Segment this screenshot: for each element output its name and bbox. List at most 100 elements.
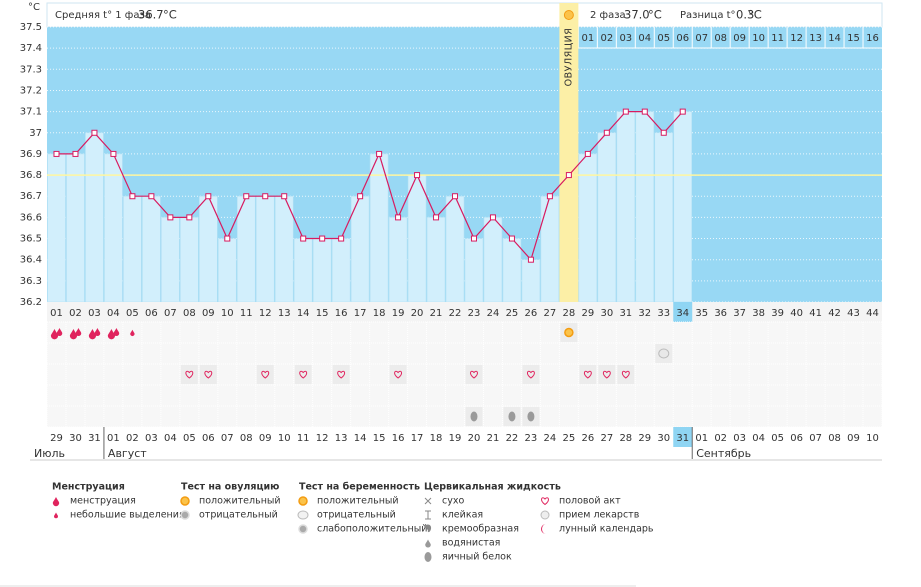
bar	[312, 238, 332, 303]
month-label: Август	[108, 447, 147, 460]
egg-icon	[508, 411, 516, 422]
date-label: 01	[107, 433, 120, 444]
x-tick-label: 43	[847, 308, 860, 319]
x-tick-label: 32	[638, 308, 651, 319]
legend-item: сухо	[442, 496, 464, 507]
egg-icon	[470, 411, 478, 422]
symbol-cell	[617, 365, 635, 384]
point	[186, 214, 193, 221]
heart-icon	[299, 370, 308, 379]
sun-icon	[298, 496, 308, 506]
heart-icon	[337, 370, 346, 379]
date-label: 18	[430, 433, 443, 444]
bar	[274, 195, 294, 303]
drop-icon	[425, 539, 431, 548]
ovulation-icon	[563, 10, 574, 20]
date-label: 16	[392, 433, 405, 444]
legend-item: слабоположительный	[317, 524, 427, 535]
diff: 0.3	[736, 8, 754, 22]
sticky-icon	[425, 510, 431, 520]
y-tick-label: 36.3	[20, 276, 42, 287]
date-label: 12	[316, 433, 329, 444]
x-tick-label: 41	[809, 308, 822, 319]
x-tick-label: 34	[676, 308, 689, 319]
date-label: 14	[354, 433, 367, 444]
point	[224, 235, 231, 242]
date-label: 30	[69, 433, 82, 444]
bar	[540, 195, 560, 303]
y-tick-label: 36.4	[20, 255, 42, 266]
symbol	[107, 328, 120, 340]
phase2-day: 09	[733, 33, 746, 44]
point	[205, 193, 212, 200]
y-tick-label: 37	[29, 128, 42, 139]
phase2-day: 02	[600, 33, 613, 44]
date-label: 27	[600, 433, 613, 444]
date-label: 10	[866, 433, 879, 444]
phase2-day: 10	[752, 33, 765, 44]
x-tick-label: 29	[581, 308, 594, 319]
date-label: 13	[335, 433, 348, 444]
month-label: Июль	[34, 447, 65, 460]
x-tick-label: 04	[107, 308, 120, 319]
drop-icon	[52, 497, 60, 507]
legend-item: кремообразная	[442, 524, 519, 535]
x-tick-label: 44	[866, 308, 879, 319]
legend-title: Менструация	[52, 482, 125, 493]
point	[489, 214, 496, 221]
x-tick-label: 36	[714, 308, 727, 319]
ovulation-column	[559, 3, 579, 302]
moon-icon	[541, 524, 546, 534]
point	[546, 193, 553, 200]
drop-icon	[54, 512, 58, 519]
drop-icon	[50, 329, 59, 340]
point	[129, 193, 136, 200]
x-tick-label: 24	[487, 308, 500, 319]
y-tick-label: 36.9	[20, 149, 42, 160]
header-box	[46, 2, 883, 28]
bar	[142, 195, 161, 303]
bar	[654, 132, 674, 303]
symbol	[583, 370, 592, 379]
x-tick-label: 39	[771, 308, 784, 319]
legend-title: Тест на беременность	[299, 482, 420, 493]
point	[414, 172, 421, 179]
point	[603, 129, 610, 136]
x-tick-label: 02	[69, 308, 82, 319]
phase2-label: 2 фаза	[590, 10, 626, 21]
phase2-day: 12	[790, 33, 803, 44]
pill-icon	[540, 510, 550, 520]
legend-item: половой акт	[559, 496, 621, 507]
creamy-icon	[424, 524, 432, 533]
phase2-day: 03	[619, 33, 632, 44]
symbol-cell	[522, 365, 540, 384]
y-unit: °C	[28, 2, 40, 13]
legend-item: прием лекарств	[559, 510, 640, 521]
legend-item: положительный	[199, 496, 281, 507]
point	[470, 235, 477, 242]
phase2-day: 01	[581, 33, 594, 44]
y-tick-label: 36.6	[20, 212, 42, 223]
date-label: 11	[297, 433, 310, 444]
phase2-day: 06	[676, 33, 689, 44]
symbol	[185, 370, 194, 379]
symbol-cell	[294, 365, 312, 384]
heart-icon	[261, 370, 270, 379]
symbol	[69, 328, 82, 340]
heart-icon	[621, 370, 630, 379]
bar	[47, 153, 66, 303]
point	[300, 235, 307, 242]
point	[660, 129, 667, 136]
drop-icon	[88, 329, 97, 340]
point	[565, 172, 572, 179]
point	[167, 214, 174, 221]
phase1-avg: 36.7	[138, 8, 164, 22]
date-label: 08	[240, 433, 253, 444]
x-tick-label: 27	[544, 308, 557, 319]
x-tick-label: 28	[563, 308, 576, 319]
x-tick-label: 06	[145, 308, 158, 319]
date-label: 20	[468, 433, 481, 444]
symbol	[261, 370, 270, 379]
heart-icon	[526, 370, 535, 379]
symbol-cell	[256, 365, 274, 384]
